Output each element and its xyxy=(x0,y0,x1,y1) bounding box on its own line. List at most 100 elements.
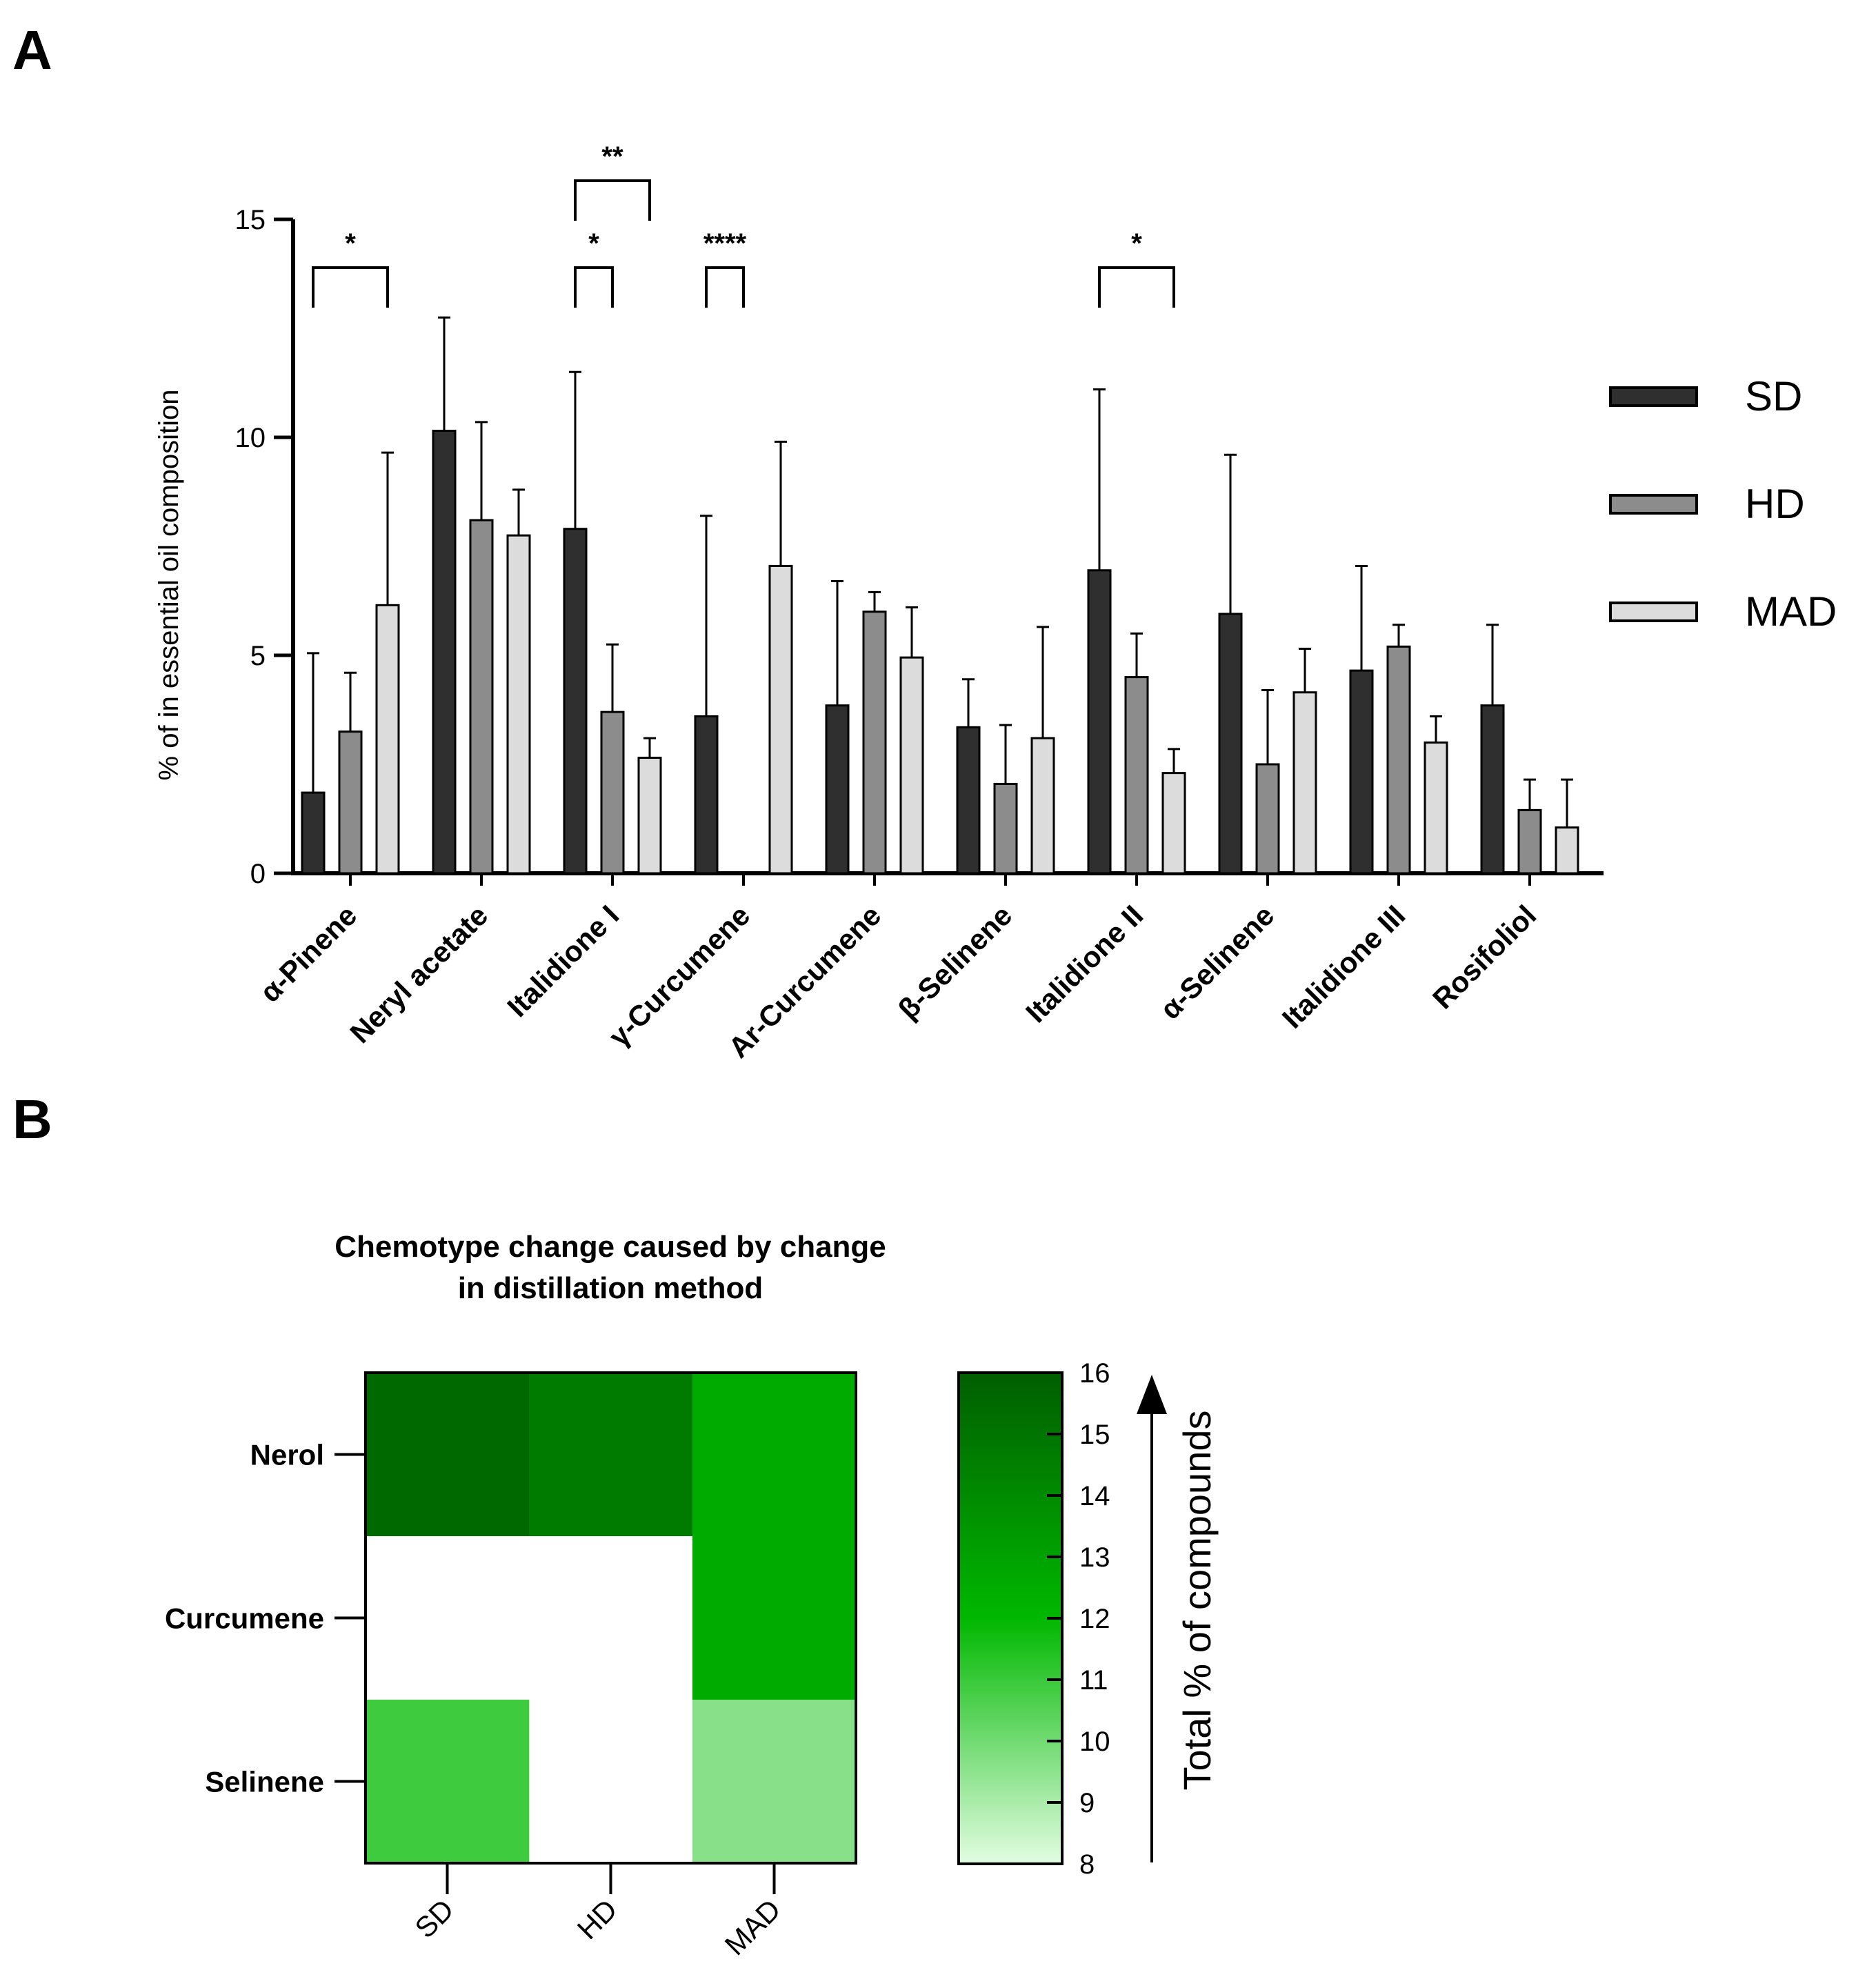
bar-selinene-hd xyxy=(993,782,1018,875)
error-bar-italidione-ii-sd xyxy=(1093,388,1106,570)
colorbar-tick-label-8: 8 xyxy=(1079,1849,1095,1880)
error-bar-pinene-mad xyxy=(381,451,394,606)
colorbar-tick-label-12: 12 xyxy=(1079,1604,1110,1634)
significance-bracket-line xyxy=(574,266,614,308)
bar-legend: SD HD MAD xyxy=(1609,373,1837,635)
error-bar-italidione-i-hd xyxy=(606,643,619,713)
significance-label: * xyxy=(1131,228,1142,259)
error-bar-ar-curcumene-mad xyxy=(906,606,918,658)
heatmap-cell-selinene-hd xyxy=(529,1700,693,1864)
bar-rosifoliol-sd xyxy=(1480,704,1505,875)
error-bar-neryl-acetate-mad xyxy=(512,488,525,536)
colorbar-tick-label-15: 15 xyxy=(1079,1420,1110,1450)
error-bar-selinene-hd xyxy=(999,724,1012,784)
error-bar-rosifoliol-sd xyxy=(1486,624,1499,706)
panel-label-a: A xyxy=(12,19,52,81)
colorbar-tick-label-14: 14 xyxy=(1079,1481,1110,1511)
significance-bracket-pinene-1: * xyxy=(312,228,389,308)
bar-italidione-i-mad xyxy=(637,757,662,875)
bar-series xyxy=(301,430,1579,886)
bar-y-ticks: 0 5 10 15 xyxy=(235,205,293,889)
bar-y-axis-label: % of in essential oil composition xyxy=(154,390,184,781)
heatmap-cell-selinene-sd xyxy=(366,1700,530,1864)
error-bar-neryl-acetate-hd xyxy=(475,421,488,521)
significance-bracket-curcumene-4: **** xyxy=(703,228,747,308)
bar-italidione-iii-hd xyxy=(1386,645,1411,875)
colorbar-tick-label-10: 10 xyxy=(1079,1727,1110,1757)
error-bar-curcumene-mad xyxy=(775,440,787,566)
error-bar-italidione-ii-mad xyxy=(1168,748,1180,773)
row-label-selinene: Selinene xyxy=(205,1766,324,1798)
y-tick-label-10: 10 xyxy=(235,423,266,453)
error-bar-italidione-i-sd xyxy=(569,370,581,529)
colorbar: 8 9 10 11 12 13 14 15 16 xyxy=(957,1358,1167,1880)
bar-italidione-ii-mad xyxy=(1161,772,1186,875)
bar-neryl-acetate-mad xyxy=(506,534,531,875)
heatmap-title-line-1: Chemotype change caused by change xyxy=(335,1230,886,1264)
error-bar-ar-curcumene-sd xyxy=(831,580,843,706)
bar-italidione-ii-hd xyxy=(1124,676,1149,875)
x-tick-label-selinene: β-Selinene xyxy=(892,899,1018,1025)
heatmap-cells xyxy=(366,1373,857,1864)
heatmap-row-labels: Nerol Curcumene Selinene xyxy=(165,1439,366,1798)
error-bar-ar-curcumene-hd xyxy=(868,590,881,612)
bar-selinene-sd xyxy=(1218,613,1243,875)
bar-ar-curcumene-mad xyxy=(899,656,924,875)
error-bar-pinene-hd xyxy=(344,671,357,732)
x-tick-label-rosifoliol: Rosifoliol xyxy=(1426,899,1543,1015)
heatmap-chart: Chemotype change caused by change in dis… xyxy=(165,1230,1219,1961)
error-bar-italidione-iii-hd xyxy=(1392,624,1405,647)
bar-selinene-sd xyxy=(956,726,981,875)
error-bars xyxy=(307,316,1573,828)
significance-bracket-line xyxy=(1098,266,1175,308)
bar-chart: % of in essential oil composition 0 5 10 15… xyxy=(154,141,1837,1064)
bar-ar-curcumene-sd xyxy=(825,704,850,875)
colorbar-tick-label-16: 16 xyxy=(1079,1358,1110,1389)
colorbar-tick-label-13: 13 xyxy=(1079,1542,1110,1573)
colorbar-label: Total % of compounds xyxy=(1175,1411,1219,1791)
heatmap-cell-selinene-mad xyxy=(692,1700,857,1864)
error-bar-selinene-mad xyxy=(1299,648,1311,693)
error-bar-selinene-sd xyxy=(962,678,975,728)
legend-label-mad: MAD xyxy=(1745,588,1837,635)
x-tick-label-italidione-iii: Italidione III xyxy=(1276,899,1412,1035)
bar-curcumene-sd xyxy=(694,715,719,875)
colorbar-tick-label-11: 11 xyxy=(1079,1665,1108,1696)
x-tick-label-neryl-acetate: Neryl acetate xyxy=(343,899,494,1049)
column-label-mad: MAD xyxy=(719,1893,787,1961)
error-bar-selinene-hd xyxy=(1261,689,1274,764)
colorbar-arrow-head xyxy=(1137,1375,1167,1414)
heatmap-column-labels: SD HD MAD xyxy=(408,1863,787,1961)
panel-label-b: B xyxy=(12,1089,52,1150)
bar-neryl-acetate-hd xyxy=(469,519,494,875)
error-bar-selinene-sd xyxy=(1224,453,1237,614)
heatmap-cell-curcumene-sd xyxy=(366,1536,530,1700)
x-tick-label-pinene: α-Pinene xyxy=(254,899,363,1008)
significance-label: ** xyxy=(601,141,623,172)
bar-italidione-i-hd xyxy=(600,710,625,875)
x-tick-label-italidione-i: Italidione I xyxy=(501,899,625,1023)
error-bar-rosifoliol-hd xyxy=(1524,778,1536,811)
y-tick-label-0: 0 xyxy=(250,859,266,889)
colorbar-tick-label-9: 9 xyxy=(1079,1788,1095,1818)
legend-swatch-mad xyxy=(1609,602,1698,622)
x-tick-label-italidione-ii: Italidione II xyxy=(1019,899,1149,1028)
significance-label: **** xyxy=(703,228,747,259)
heatmap-cell-nerol-mad xyxy=(692,1373,857,1537)
significance-brackets: * ******* * xyxy=(312,141,1175,308)
error-bar-curcumene-sd xyxy=(700,515,712,717)
bar-ar-curcumene-hd xyxy=(862,610,887,875)
bar-rosifoliol-mad xyxy=(1555,826,1579,875)
bar-pinene-sd xyxy=(301,791,326,875)
heatmap-cell-nerol-sd xyxy=(366,1373,530,1537)
bar-italidione-ii-sd xyxy=(1087,569,1112,875)
significance-bracket-italidione-i-3: ** xyxy=(574,141,651,221)
error-bar-italidione-iii-sd xyxy=(1355,564,1368,671)
bar-italidione-iii-sd xyxy=(1349,669,1374,875)
significance-bracket-line xyxy=(312,266,389,308)
legend-label-sd: SD xyxy=(1745,373,1802,419)
error-bar-pinene-sd xyxy=(307,652,319,793)
row-label-nerol: Nerol xyxy=(250,1439,324,1471)
